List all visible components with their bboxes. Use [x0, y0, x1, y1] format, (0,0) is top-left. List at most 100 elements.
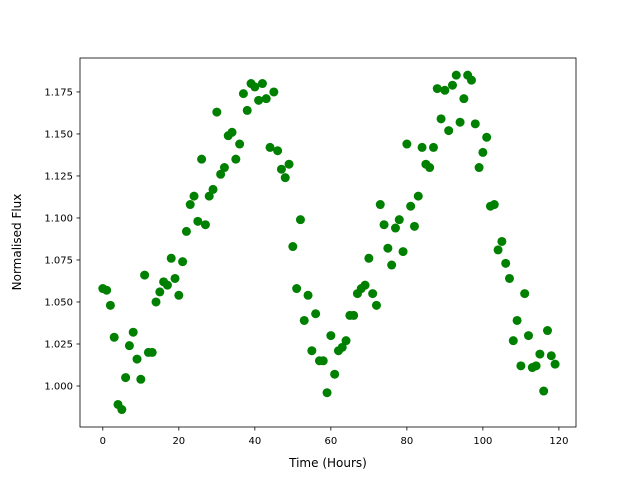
- data-point: [208, 184, 218, 194]
- x-tick-label: 60: [324, 436, 337, 447]
- points-layer: [98, 70, 560, 415]
- data-point: [478, 147, 488, 157]
- x-axis-label: Time (Hours): [288, 456, 367, 470]
- data-point: [197, 154, 207, 164]
- data-point: [413, 191, 423, 201]
- x-tick-label: 120: [549, 436, 568, 447]
- data-point: [261, 94, 271, 104]
- data-point: [276, 164, 286, 174]
- data-point: [212, 107, 222, 117]
- data-point: [269, 87, 279, 97]
- data-point: [531, 361, 541, 371]
- data-point: [204, 191, 214, 201]
- data-point: [162, 280, 172, 290]
- data-point: [216, 169, 226, 179]
- data-point: [436, 114, 446, 124]
- data-point: [364, 253, 374, 263]
- x-tick-label: 0: [100, 436, 106, 447]
- data-point: [520, 289, 530, 299]
- data-point: [250, 82, 260, 92]
- data-point: [326, 331, 336, 341]
- data-point: [459, 94, 469, 104]
- data-point: [337, 342, 347, 352]
- data-point: [265, 142, 275, 152]
- data-point: [440, 85, 450, 95]
- data-point: [181, 226, 191, 236]
- data-point: [109, 332, 119, 342]
- data-point: [489, 200, 499, 210]
- data-point: [474, 163, 484, 173]
- data-point: [470, 119, 480, 129]
- data-point: [151, 297, 161, 307]
- y-axis-label: Normalised Flux: [10, 194, 24, 291]
- data-point: [189, 191, 199, 201]
- data-point: [542, 326, 552, 336]
- data-point: [349, 310, 359, 320]
- data-point: [406, 201, 416, 211]
- x-tick-label: 80: [400, 436, 413, 447]
- data-point: [398, 247, 408, 257]
- y-axis: 1.000 1.025 1.050 1.075 1.100 1.125 1.150 1.175: [44, 87, 80, 393]
- data-point: [383, 243, 393, 253]
- data-point: [523, 331, 533, 341]
- data-point: [219, 163, 229, 173]
- y-tick-label: 1.025: [44, 339, 73, 350]
- data-point: [102, 285, 112, 295]
- data-point: [170, 273, 180, 283]
- data-point: [227, 127, 237, 137]
- x-tick-label: 20: [172, 436, 185, 447]
- data-point: [303, 290, 313, 300]
- data-point: [124, 341, 134, 351]
- y-tick-label: 1.125: [44, 171, 73, 182]
- data-point: [128, 327, 138, 337]
- data-point: [501, 258, 511, 268]
- data-point: [299, 315, 309, 325]
- data-point: [512, 315, 522, 325]
- data-point: [257, 79, 267, 89]
- data-point: [497, 236, 507, 246]
- data-point: [295, 215, 305, 225]
- data-point: [235, 139, 245, 149]
- data-point: [254, 95, 264, 105]
- data-point: [147, 347, 157, 357]
- data-point: [387, 260, 397, 270]
- data-point: [140, 270, 150, 280]
- x-tick-label: 100: [473, 436, 492, 447]
- x-tick-label: 40: [248, 436, 261, 447]
- data-point: [550, 359, 560, 369]
- data-point: [371, 300, 381, 310]
- data-point: [280, 173, 290, 183]
- data-point: [242, 105, 252, 115]
- data-point: [425, 163, 435, 173]
- axes-frame: [79, 57, 577, 428]
- data-point: [288, 242, 298, 252]
- data-point: [193, 216, 203, 226]
- data-point: [546, 351, 556, 361]
- data-point: [493, 245, 503, 255]
- data-point: [417, 142, 427, 152]
- data-point: [238, 89, 248, 99]
- data-point: [311, 309, 321, 319]
- data-point: [200, 220, 210, 230]
- y-tick-label: 1.050: [44, 297, 73, 308]
- data-point: [121, 373, 131, 383]
- data-point: [174, 290, 184, 300]
- data-point: [166, 253, 176, 263]
- data-point: [504, 273, 514, 283]
- y-tick-label: 1.100: [44, 213, 73, 224]
- data-point: [390, 223, 400, 233]
- data-point: [444, 126, 454, 136]
- y-tick-label: 1.075: [44, 255, 73, 266]
- data-point: [535, 349, 545, 359]
- data-point: [455, 117, 465, 127]
- data-point: [292, 284, 302, 294]
- data-point: [409, 221, 419, 231]
- data-point: [318, 356, 328, 366]
- y-tick-label: 1.000: [44, 382, 73, 393]
- data-point: [375, 200, 385, 210]
- data-point: [322, 388, 332, 398]
- data-point: [330, 369, 340, 379]
- data-point: [428, 142, 438, 152]
- data-point: [379, 220, 389, 230]
